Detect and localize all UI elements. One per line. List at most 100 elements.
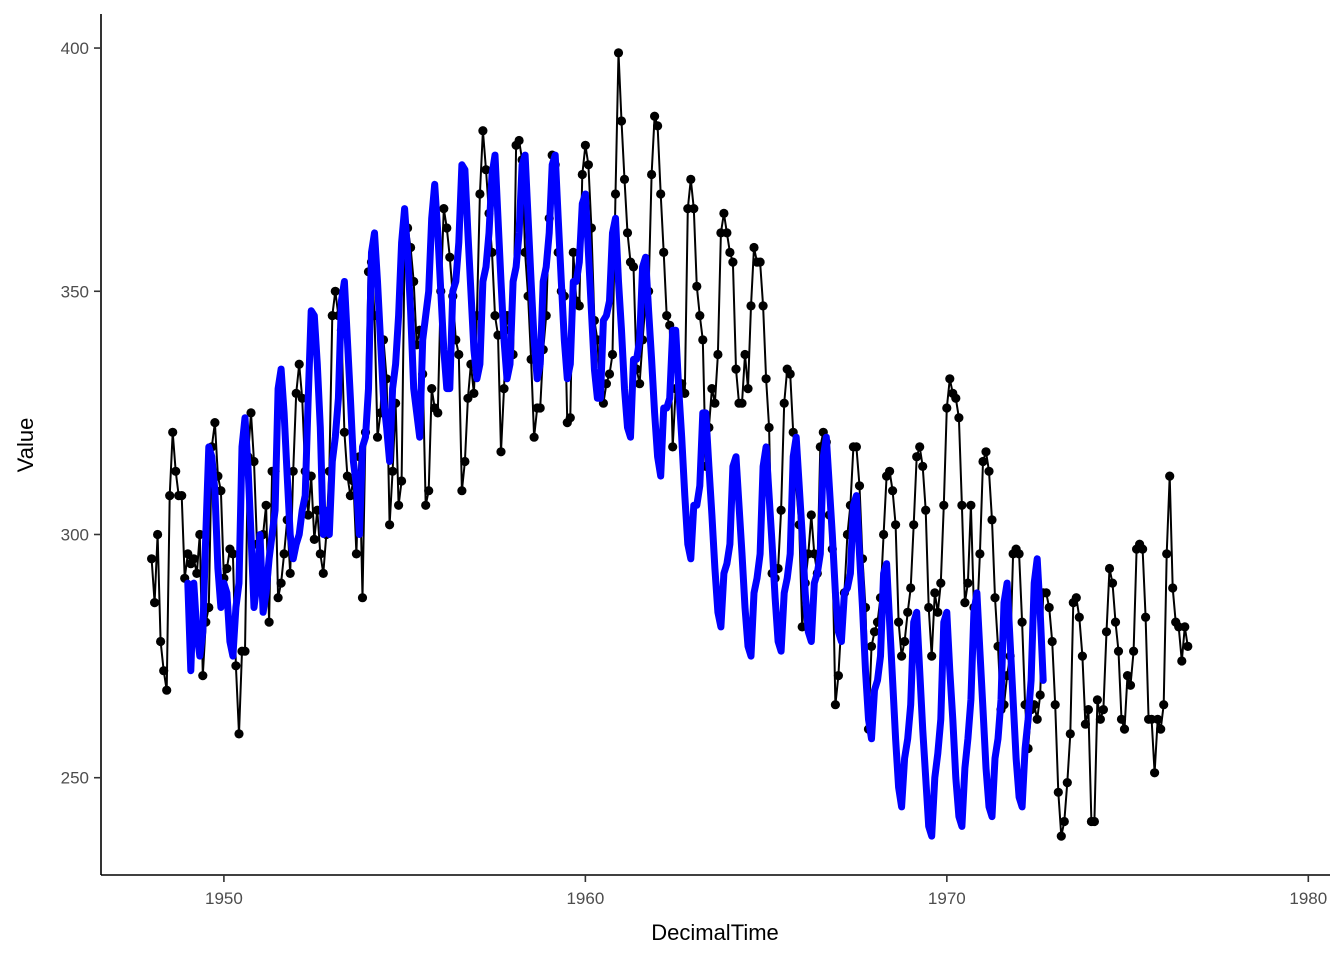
- observed-point-188: [713, 349, 723, 360]
- observed-point-187: [710, 398, 720, 408]
- observed-point-265: [945, 374, 955, 384]
- observed-point-198: [743, 384, 753, 394]
- observed-point-3: [156, 636, 166, 647]
- x-tick-label-1960: 1960: [566, 889, 604, 908]
- observed-point-204: [761, 374, 771, 384]
- observed-point-205: [764, 422, 774, 433]
- observed-point-324: [1122, 671, 1133, 681]
- observed-point-343: [1180, 622, 1190, 632]
- observed-point-256: [918, 461, 928, 471]
- observed-point-320: [1110, 617, 1121, 627]
- observed-point-129: [535, 403, 545, 413]
- observed-point-7: [168, 427, 178, 437]
- y-tick-label-300: 300: [61, 525, 89, 544]
- observed-point-98: [442, 223, 452, 233]
- observed-point-57: [318, 568, 328, 579]
- observed-point-212: [785, 369, 795, 379]
- observed-point-271: [963, 578, 973, 588]
- observed-point-268: [954, 413, 964, 423]
- y-tick-label-350: 350: [61, 282, 89, 301]
- observed-point-298: [1044, 602, 1054, 613]
- observed-point-197: [740, 349, 750, 360]
- observed-point-10: [177, 491, 187, 501]
- observed-point-317: [1101, 627, 1112, 637]
- observed-point-202: [755, 257, 765, 267]
- observed-point-245: [885, 466, 895, 476]
- observed-point-252: [906, 583, 916, 593]
- observed-point-23: [216, 486, 226, 496]
- observed-point-110: [478, 126, 488, 136]
- observed-point-258: [924, 602, 934, 613]
- observed-point-262: [936, 578, 946, 588]
- observed-point-122: [514, 135, 524, 146]
- observed-point-335: [1156, 724, 1166, 734]
- observed-point-330: [1141, 612, 1151, 622]
- observed-point-42: [273, 593, 283, 603]
- observed-point-79: [385, 520, 395, 530]
- observed-point-194: [731, 364, 741, 374]
- observed-point-316: [1098, 705, 1108, 715]
- observed-point-179: [686, 174, 696, 184]
- observed-point-82: [394, 500, 404, 510]
- x-tick-label-1970: 1970: [928, 889, 966, 908]
- observed-point-255: [915, 442, 925, 452]
- observed-point-311: [1083, 705, 1093, 715]
- observed-point-17: [198, 671, 208, 681]
- observed-point-21: [210, 418, 220, 428]
- observed-point-173: [668, 442, 678, 452]
- observed-point-270: [960, 598, 970, 608]
- observed-point-302: [1056, 831, 1066, 841]
- observed-point-319: [1107, 578, 1118, 588]
- observed-point-301: [1053, 787, 1063, 797]
- observed-point-75: [372, 432, 383, 442]
- observed-point-66: [345, 491, 355, 501]
- observed-point-143: [577, 169, 587, 180]
- observed-point-203: [758, 301, 768, 311]
- observed-point-295: [1035, 690, 1045, 700]
- observed-point-155: [613, 48, 624, 58]
- observed-point-158: [622, 228, 633, 238]
- y-axis-title: Value: [13, 418, 38, 473]
- observed-point-104: [460, 456, 470, 467]
- observed-point-300: [1050, 700, 1060, 710]
- observed-point-267: [951, 393, 961, 403]
- observed-point-8: [171, 466, 181, 476]
- observed-point-64: [339, 427, 349, 437]
- observed-point-152: [604, 369, 615, 379]
- x-tick-label-1950: 1950: [205, 889, 243, 908]
- observed-point-116: [496, 447, 506, 457]
- observed-point-56: [315, 549, 325, 559]
- observed-point-339: [1168, 583, 1178, 593]
- observed-point-144: [580, 140, 591, 150]
- observed-point-186: [707, 384, 717, 394]
- observed-point-54: [309, 534, 319, 545]
- observed-point-166: [647, 169, 657, 180]
- observed-point-272: [966, 500, 976, 510]
- observed-point-277: [981, 447, 991, 457]
- observed-point-257: [921, 505, 931, 515]
- observed-point-308: [1074, 612, 1084, 622]
- observed-point-154: [610, 189, 621, 199]
- observed-point-326: [1129, 646, 1139, 656]
- observed-point-103: [457, 486, 467, 496]
- observed-point-38: [261, 500, 271, 510]
- observed-point-2: [153, 529, 163, 540]
- observed-point-193: [728, 257, 738, 267]
- y-tick-label-250: 250: [61, 769, 89, 788]
- observed-point-142: [574, 301, 584, 311]
- observed-point-248: [894, 617, 904, 627]
- observed-point-304: [1062, 778, 1072, 788]
- observed-point-243: [879, 529, 889, 540]
- observed-point-190: [719, 208, 729, 218]
- observed-point-46: [285, 568, 295, 579]
- observed-point-111: [481, 165, 491, 175]
- observed-point-303: [1059, 816, 1069, 827]
- observed-point-199: [746, 301, 756, 311]
- observed-point-275: [975, 549, 985, 559]
- observed-point-1: [150, 598, 160, 608]
- observed-point-27: [228, 549, 238, 559]
- observed-point-6: [165, 491, 175, 501]
- observed-point-246: [888, 486, 898, 496]
- observed-point-168: [653, 121, 663, 131]
- observed-point-342: [1177, 656, 1187, 666]
